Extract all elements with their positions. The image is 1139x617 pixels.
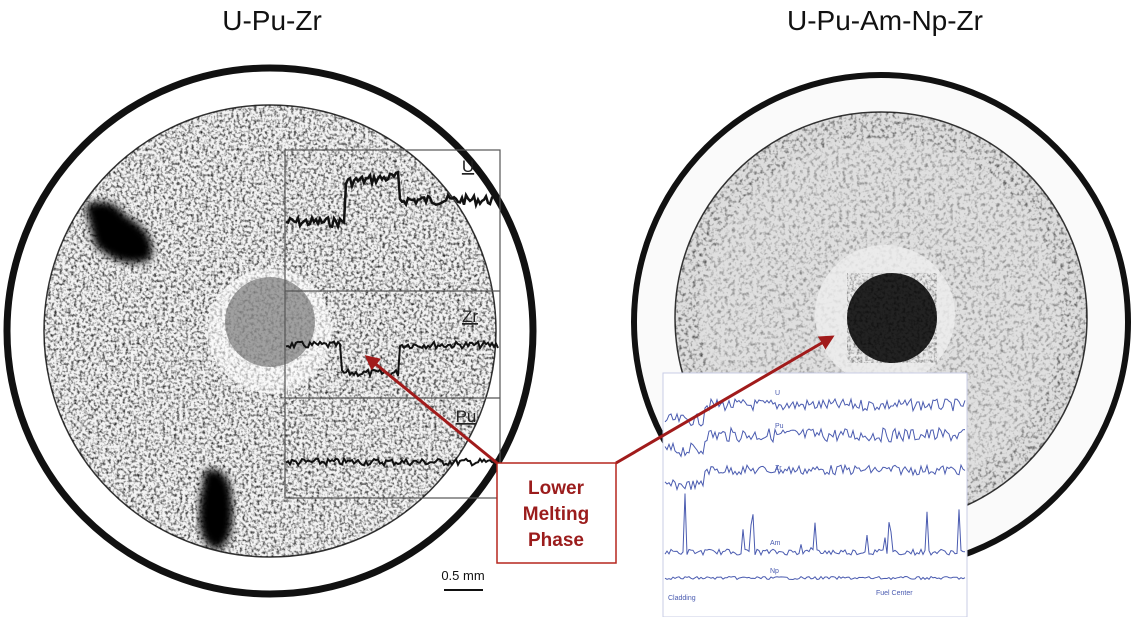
axis-label: Fuel Center <box>876 590 913 597</box>
profile-label: U <box>462 157 474 176</box>
profile-label: Zr <box>462 307 478 326</box>
trace-label: U <box>775 390 780 397</box>
figure: U Zr Pu 0.5 mm U Pu Zr Am Np Cladding Fu… <box>0 0 1139 617</box>
left-title: U-Pu-Zr <box>222 5 322 36</box>
scale-bar-label: 0.5 mm <box>441 568 484 583</box>
trace-label: Pu <box>775 423 784 430</box>
trace-label: Am <box>770 540 781 547</box>
trace-label: Np <box>770 568 779 575</box>
axis-label: Cladding <box>668 595 696 602</box>
profile-label: Pu <box>456 407 477 426</box>
left-micrograph: U Zr Pu 0.5 mm <box>7 68 533 594</box>
right-title: U-Pu-Am-Np-Zr <box>787 5 983 36</box>
trace-label: Zr <box>775 465 782 472</box>
